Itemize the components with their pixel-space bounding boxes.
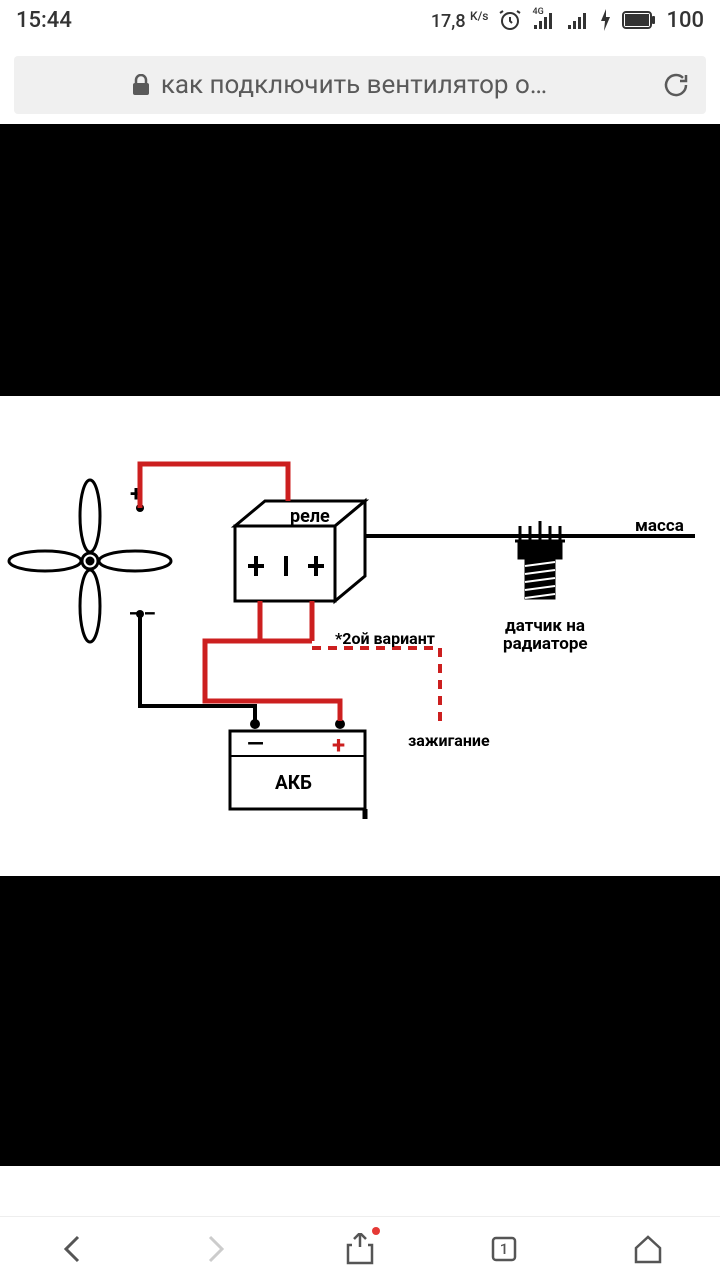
reload-icon[interactable]: [662, 71, 690, 99]
network-speed: 17,8 K/s: [431, 9, 489, 32]
sensor-icon: [515, 521, 565, 599]
page-title: как подключить вентилятор о…: [161, 70, 547, 100]
home-button[interactable]: [622, 1223, 674, 1275]
chevron-left-icon: [60, 1233, 84, 1265]
svg-text:радиаторе: радиаторе: [503, 634, 588, 654]
lock-icon: [131, 74, 151, 96]
chevron-right-icon: [204, 1233, 228, 1265]
notification-dot: [372, 1227, 380, 1235]
svg-text:АКБ: АКБ: [275, 771, 312, 794]
svg-text:*2ой вариант: *2ой вариант: [335, 629, 435, 648]
battery-icon: [622, 11, 656, 29]
tabs-button[interactable]: 1: [478, 1223, 530, 1275]
status-bar: 15:44 17,8 K/s 4G 100: [0, 0, 720, 40]
svg-text:масса: масса: [635, 516, 684, 536]
share-button[interactable]: [334, 1223, 386, 1275]
home-icon: [632, 1234, 664, 1264]
svg-text:датчик на: датчик на: [505, 616, 585, 636]
svg-text:_: _: [145, 593, 155, 618]
signal-4g: 4G: [532, 9, 556, 31]
svg-text:+: +: [332, 731, 345, 759]
browser-nav-bar: 1: [0, 1216, 720, 1280]
wiring-diagram: + _ _ реле: [0, 396, 720, 876]
address-bar-container: как подключить вентилятор о…: [0, 40, 720, 124]
alarm-icon: [498, 8, 522, 32]
battery-percent: 100: [666, 8, 704, 33]
share-up-icon: [344, 1233, 376, 1265]
address-bar[interactable]: как подключить вентилятор о…: [14, 56, 706, 114]
page-content[interactable]: + _ _ реле: [0, 124, 720, 1166]
signal-icon: [566, 9, 590, 31]
battery-box: — + АКБ: [230, 719, 365, 809]
back-button[interactable]: [46, 1223, 98, 1275]
svg-text:—: —: [247, 732, 264, 757]
status-time: 15:44: [16, 8, 72, 33]
charging-icon: [600, 9, 612, 31]
svg-text:реле: реле: [290, 506, 330, 527]
forward-button: [190, 1223, 242, 1275]
tab-count: 1: [500, 1240, 509, 1258]
svg-text:зажигание: зажигание: [408, 731, 490, 750]
